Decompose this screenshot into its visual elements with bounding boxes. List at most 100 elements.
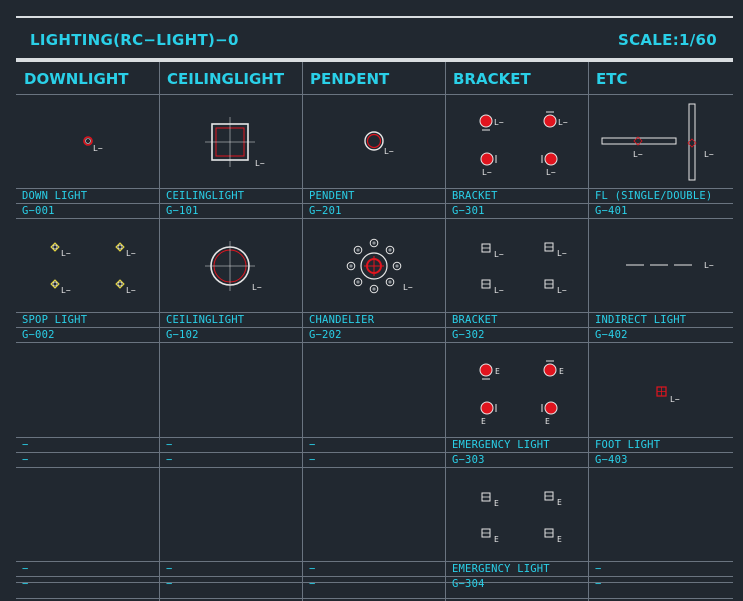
- grid-line: [159, 62, 160, 601]
- cell-name: FL (SINGLE/DOUBLE): [595, 190, 713, 202]
- cell-code: G−402: [595, 329, 628, 341]
- svg-text:L−: L−: [93, 144, 103, 153]
- indirect-light-symbol: L−: [626, 261, 714, 270]
- grid-line: [16, 576, 733, 577]
- grid-line: [16, 342, 733, 343]
- pendent-symbol: L−: [364, 131, 394, 156]
- emergency-bracket-symbol-group: E E E E: [479, 360, 564, 426]
- grid-line: [588, 62, 589, 601]
- cell-name: CEILINGLIGHT: [166, 314, 245, 326]
- cell-code: −: [309, 578, 316, 590]
- svg-text:L−: L−: [494, 250, 504, 259]
- cell-name: CEILINGLIGHT: [166, 190, 245, 202]
- cell-name: −: [595, 563, 602, 575]
- grid-line: [302, 62, 303, 601]
- cell-code: G−101: [166, 205, 199, 217]
- cell-code: G−303: [452, 454, 485, 466]
- svg-text:L−: L−: [61, 249, 71, 258]
- header-pendent: PENDENT: [310, 70, 390, 88]
- svg-text:L−: L−: [255, 159, 265, 168]
- svg-text:L−: L−: [126, 286, 136, 295]
- header-bracket: BRACKET: [453, 70, 531, 88]
- svg-text:L−: L−: [252, 283, 262, 292]
- svg-text:L−: L−: [557, 286, 567, 295]
- cell-name: −: [166, 563, 173, 575]
- cell-name: PENDENT: [309, 190, 355, 202]
- cell-code: −: [22, 578, 29, 590]
- cell-code: −: [166, 578, 173, 590]
- fluorescent-symbol: L− L−: [601, 103, 714, 181]
- cell-name: DOWN LIGHT: [22, 190, 88, 202]
- cell-name: −: [166, 439, 173, 451]
- grid-line: [16, 218, 733, 219]
- grid-line: [16, 467, 733, 468]
- svg-text:L−: L−: [670, 395, 680, 404]
- cell-name: EMERGENCY LIGHT: [452, 563, 550, 575]
- cell-name: −: [22, 563, 29, 575]
- svg-text:L−: L−: [546, 168, 556, 177]
- cell-name: CHANDELIER: [309, 314, 375, 326]
- cell-name: SPOP LIGHT: [22, 314, 88, 326]
- emergency-box-symbol-group: E E E E: [481, 491, 562, 544]
- svg-text:E: E: [559, 367, 564, 376]
- grid-line: [16, 452, 733, 453]
- cell-code: −: [309, 454, 316, 466]
- svg-text:L−: L−: [494, 286, 504, 295]
- cell-name: −: [22, 439, 29, 451]
- foot-light-symbol: L−: [656, 386, 680, 404]
- cell-code: G−002: [22, 329, 55, 341]
- grid-line: [445, 62, 446, 601]
- svg-text:L−: L−: [403, 283, 413, 292]
- sheet-title: LIGHTING(RC−LIGHT)−0: [30, 31, 239, 49]
- svg-text:E: E: [557, 535, 562, 544]
- svg-text:E: E: [495, 367, 500, 376]
- ceilinglight-square-symbol: L−: [205, 117, 265, 168]
- cell-name: −: [309, 439, 316, 451]
- svg-text:E: E: [494, 535, 499, 544]
- bracket-box-symbol-group: L− L− L− L−: [481, 242, 567, 295]
- cell-name: FOOT LIGHT: [595, 439, 661, 451]
- legend-sheet: LIGHTING(RC−LIGHT)−0 SCALE:1/60 DOWNLIGH…: [16, 16, 733, 601]
- grid-line: [16, 203, 733, 204]
- grid-line: [16, 188, 733, 189]
- title-bar: LIGHTING(RC−LIGHT)−0 SCALE:1/60: [16, 22, 733, 62]
- grid-line: [16, 561, 733, 562]
- header-etc: ETC: [596, 70, 628, 88]
- cell-code: G−403: [595, 454, 628, 466]
- svg-text:L−: L−: [482, 168, 492, 177]
- spot-light-symbol-group: L− L− L− L−: [50, 242, 136, 295]
- svg-text:L−: L−: [126, 249, 136, 258]
- cell-code: G−301: [452, 205, 485, 217]
- svg-text:E: E: [481, 417, 486, 426]
- svg-text:L−: L−: [61, 286, 71, 295]
- svg-text:L−: L−: [633, 150, 643, 159]
- cell-code: −: [595, 578, 602, 590]
- header-ceilinglight: CEILINGLIGHT: [167, 70, 285, 88]
- cell-name: EMERGENCY LIGHT: [452, 439, 550, 451]
- svg-text:L−: L−: [704, 261, 714, 270]
- symbols-layer: L− L− L− L− L−: [50, 103, 714, 544]
- svg-text:E: E: [494, 499, 499, 508]
- sheet-scale: SCALE:1/60: [617, 31, 717, 49]
- cell-code: G−202: [309, 329, 342, 341]
- cell-name: BRACKET: [452, 314, 498, 326]
- downlight-symbol: L−: [83, 136, 103, 153]
- cell-name: −: [309, 563, 316, 575]
- grid-line: [16, 327, 733, 328]
- svg-text:L−: L−: [384, 147, 394, 156]
- svg-text:L−: L−: [558, 118, 568, 127]
- grid-line: [16, 312, 733, 313]
- grid-line: [16, 582, 733, 583]
- bracket-symbol-group: L− L− L− L−: [479, 111, 568, 177]
- svg-text:L−: L−: [494, 118, 504, 127]
- grid-line: [16, 437, 733, 438]
- header-downlight: DOWNLIGHT: [24, 70, 129, 88]
- cell-name: BRACKET: [452, 190, 498, 202]
- svg-text:E: E: [557, 498, 562, 507]
- cell-code: G−102: [166, 329, 199, 341]
- ceilinglight-round-symbol: L−: [205, 241, 262, 292]
- cell-code: G−302: [452, 329, 485, 341]
- svg-text:L−: L−: [704, 150, 714, 159]
- top-border: [16, 16, 733, 18]
- svg-text:L−: L−: [557, 249, 567, 258]
